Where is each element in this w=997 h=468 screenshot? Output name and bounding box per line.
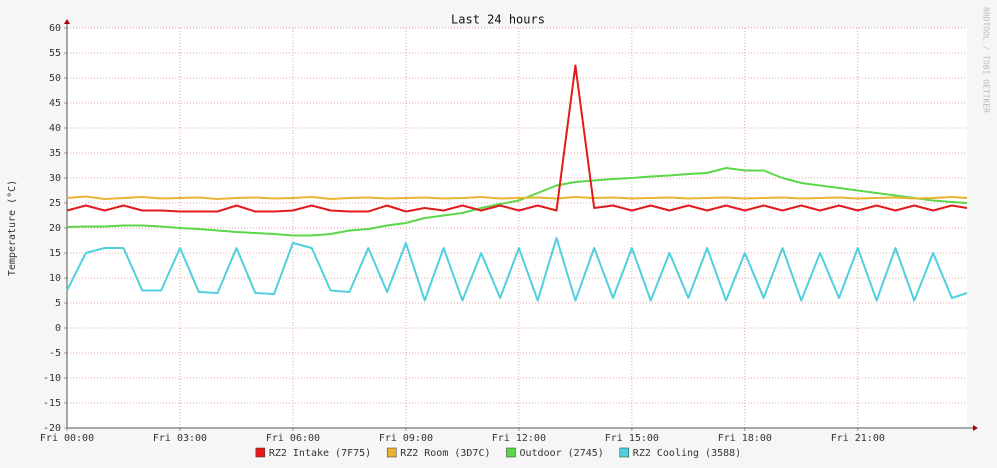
y-axis-label: Temperature (°C) <box>7 180 18 276</box>
y-tick-label: 0 <box>55 323 61 334</box>
x-tick-label: Fri 21:00 <box>831 433 885 444</box>
legend-label: RZ2 Room (3D7C) <box>400 448 490 459</box>
legend-label: RZ2 Cooling (3588) <box>633 448 741 459</box>
y-tick-label: 50 <box>49 73 61 84</box>
y-tick-label: 20 <box>49 223 61 234</box>
y-tick-label: 15 <box>49 248 61 259</box>
watermark: RRDTOOL / TOBI OETIKER <box>982 7 991 113</box>
y-tick-label: 55 <box>49 48 61 59</box>
legend-label: Outdoor (2745) <box>520 448 604 459</box>
y-tick-label: 30 <box>49 173 61 184</box>
x-axis-arrow <box>973 425 978 431</box>
y-tick-label: 10 <box>49 273 61 284</box>
x-tick-label: Fri 06:00 <box>266 433 320 444</box>
series-line <box>66 237 968 302</box>
legend: RZ2 Intake (7F75) RZ2 Room (3D7C) Outdoor … <box>255 447 741 459</box>
y-tick-label: 60 <box>49 23 61 34</box>
y-tick-label: -5 <box>49 348 61 359</box>
legend-swatch <box>386 447 397 458</box>
legend-swatch <box>619 447 630 458</box>
y-tick-label: -15 <box>43 398 61 409</box>
y-tick-label: 35 <box>49 148 61 159</box>
y-tick-label: 45 <box>49 98 61 109</box>
legend-label: RZ2 Intake (7F75) <box>269 448 371 459</box>
y-tick-label: 40 <box>49 123 61 134</box>
y-axis-arrow <box>64 19 70 24</box>
y-tick-label: 25 <box>49 198 61 209</box>
y-tick-label: -10 <box>43 373 61 384</box>
x-tick-label: Fri 00:00 <box>40 433 94 444</box>
legend-swatch <box>506 447 516 458</box>
series-line <box>66 64 968 213</box>
series-line <box>66 167 968 237</box>
x-tick-label: Fri 09:00 <box>379 433 433 444</box>
series-line <box>66 195 968 200</box>
y-tick-label: 5 <box>55 298 61 309</box>
y-tick-label: -20 <box>43 423 61 434</box>
x-tick-label: Fri 12:00 <box>492 433 546 444</box>
x-tick-label: Fri 03:00 <box>153 433 207 444</box>
chart-title: Last 24 hours <box>451 13 545 27</box>
x-tick-label: Fri 18:00 <box>718 433 772 444</box>
legend-swatch <box>255 447 266 458</box>
x-tick-label: Fri 15:00 <box>605 433 659 444</box>
